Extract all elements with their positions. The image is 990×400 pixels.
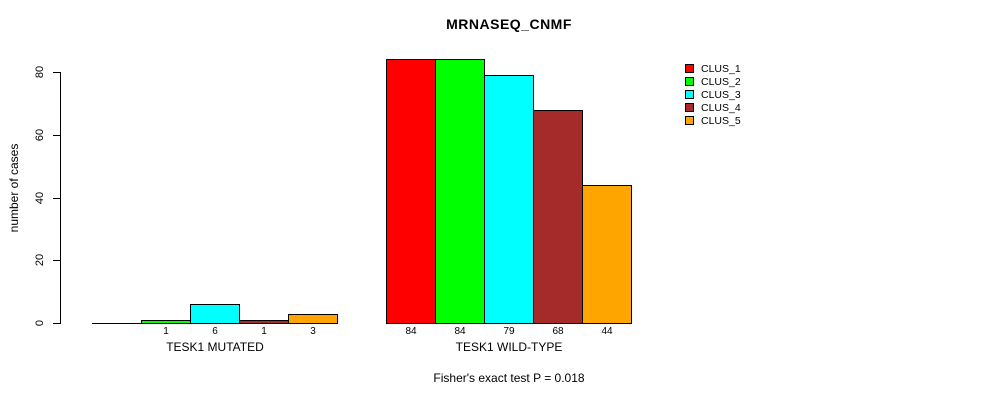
chart-title: MRNASEQ_CNMF — [446, 16, 572, 32]
bar-value-label: 84 — [405, 326, 417, 337]
x-category-label: TESK1 MUTATED — [166, 340, 264, 354]
legend-label: CLUS_3 — [701, 88, 741, 101]
bar-clus_5-wild-type — [582, 185, 632, 324]
bar-clus_3-wild-type — [484, 75, 534, 324]
bar-clus_3-mutated — [190, 304, 240, 324]
bar-clus_4-wild-type — [533, 110, 583, 324]
legend-swatch-icon — [685, 64, 694, 73]
legend-swatch-icon — [685, 77, 694, 86]
legend-label: CLUS_4 — [701, 101, 741, 114]
legend-label: CLUS_1 — [701, 62, 741, 75]
footnote-text: Fisher's exact test P = 0.018 — [433, 371, 585, 385]
x-category-label: TESK1 WILD-TYPE — [455, 340, 563, 354]
y-axis-tick-label: 80 — [34, 65, 46, 79]
y-axis-tick — [53, 72, 60, 73]
y-axis-tick-label: 20 — [34, 253, 46, 267]
y-axis-line — [60, 72, 61, 324]
legend-swatch-icon — [685, 103, 694, 112]
y-axis-tick-label: 60 — [34, 128, 46, 142]
bar-clus_4-mutated — [239, 320, 289, 324]
legend-item-clus_5: CLUS_5 — [685, 114, 741, 127]
bar-value-label: 68 — [552, 326, 564, 337]
y-axis-label: number of cases — [7, 143, 21, 233]
y-axis-tick — [53, 135, 60, 136]
bar-value-label: 1 — [261, 326, 267, 337]
y-axis-tick-label: 0 — [34, 319, 46, 327]
bar-value-label: 44 — [601, 326, 613, 337]
legend: CLUS_1 CLUS_2 CLUS_3 CLUS_4 CLUS_5 — [685, 62, 741, 127]
legend-item-clus_3: CLUS_3 — [685, 88, 741, 101]
bar-clus_2-mutated — [141, 320, 191, 324]
bar-clus_5-mutated — [288, 314, 338, 324]
bar-clus_1-wild-type — [386, 59, 436, 324]
legend-swatch-icon — [685, 90, 694, 99]
legend-item-clus_4: CLUS_4 — [685, 101, 741, 114]
bar-clus_2-wild-type — [435, 59, 485, 324]
y-axis-tick — [53, 323, 60, 324]
bar-value-label: 3 — [310, 326, 316, 337]
bar-value-label: 1 — [163, 326, 169, 337]
legend-swatch-icon — [685, 116, 694, 125]
y-axis-tick — [53, 260, 60, 261]
bar-clus_1-mutated — [92, 323, 142, 324]
y-axis-tick — [53, 198, 60, 199]
bar-value-label: 6 — [212, 326, 218, 337]
legend-label: CLUS_2 — [701, 75, 741, 88]
legend-item-clus_2: CLUS_2 — [685, 75, 741, 88]
bar-value-label: 79 — [503, 326, 515, 337]
y-axis-tick-label: 40 — [34, 191, 46, 205]
legend-label: CLUS_5 — [701, 114, 741, 127]
bar-value-label: 84 — [454, 326, 466, 337]
legend-item-clus_1: CLUS_1 — [685, 62, 741, 75]
